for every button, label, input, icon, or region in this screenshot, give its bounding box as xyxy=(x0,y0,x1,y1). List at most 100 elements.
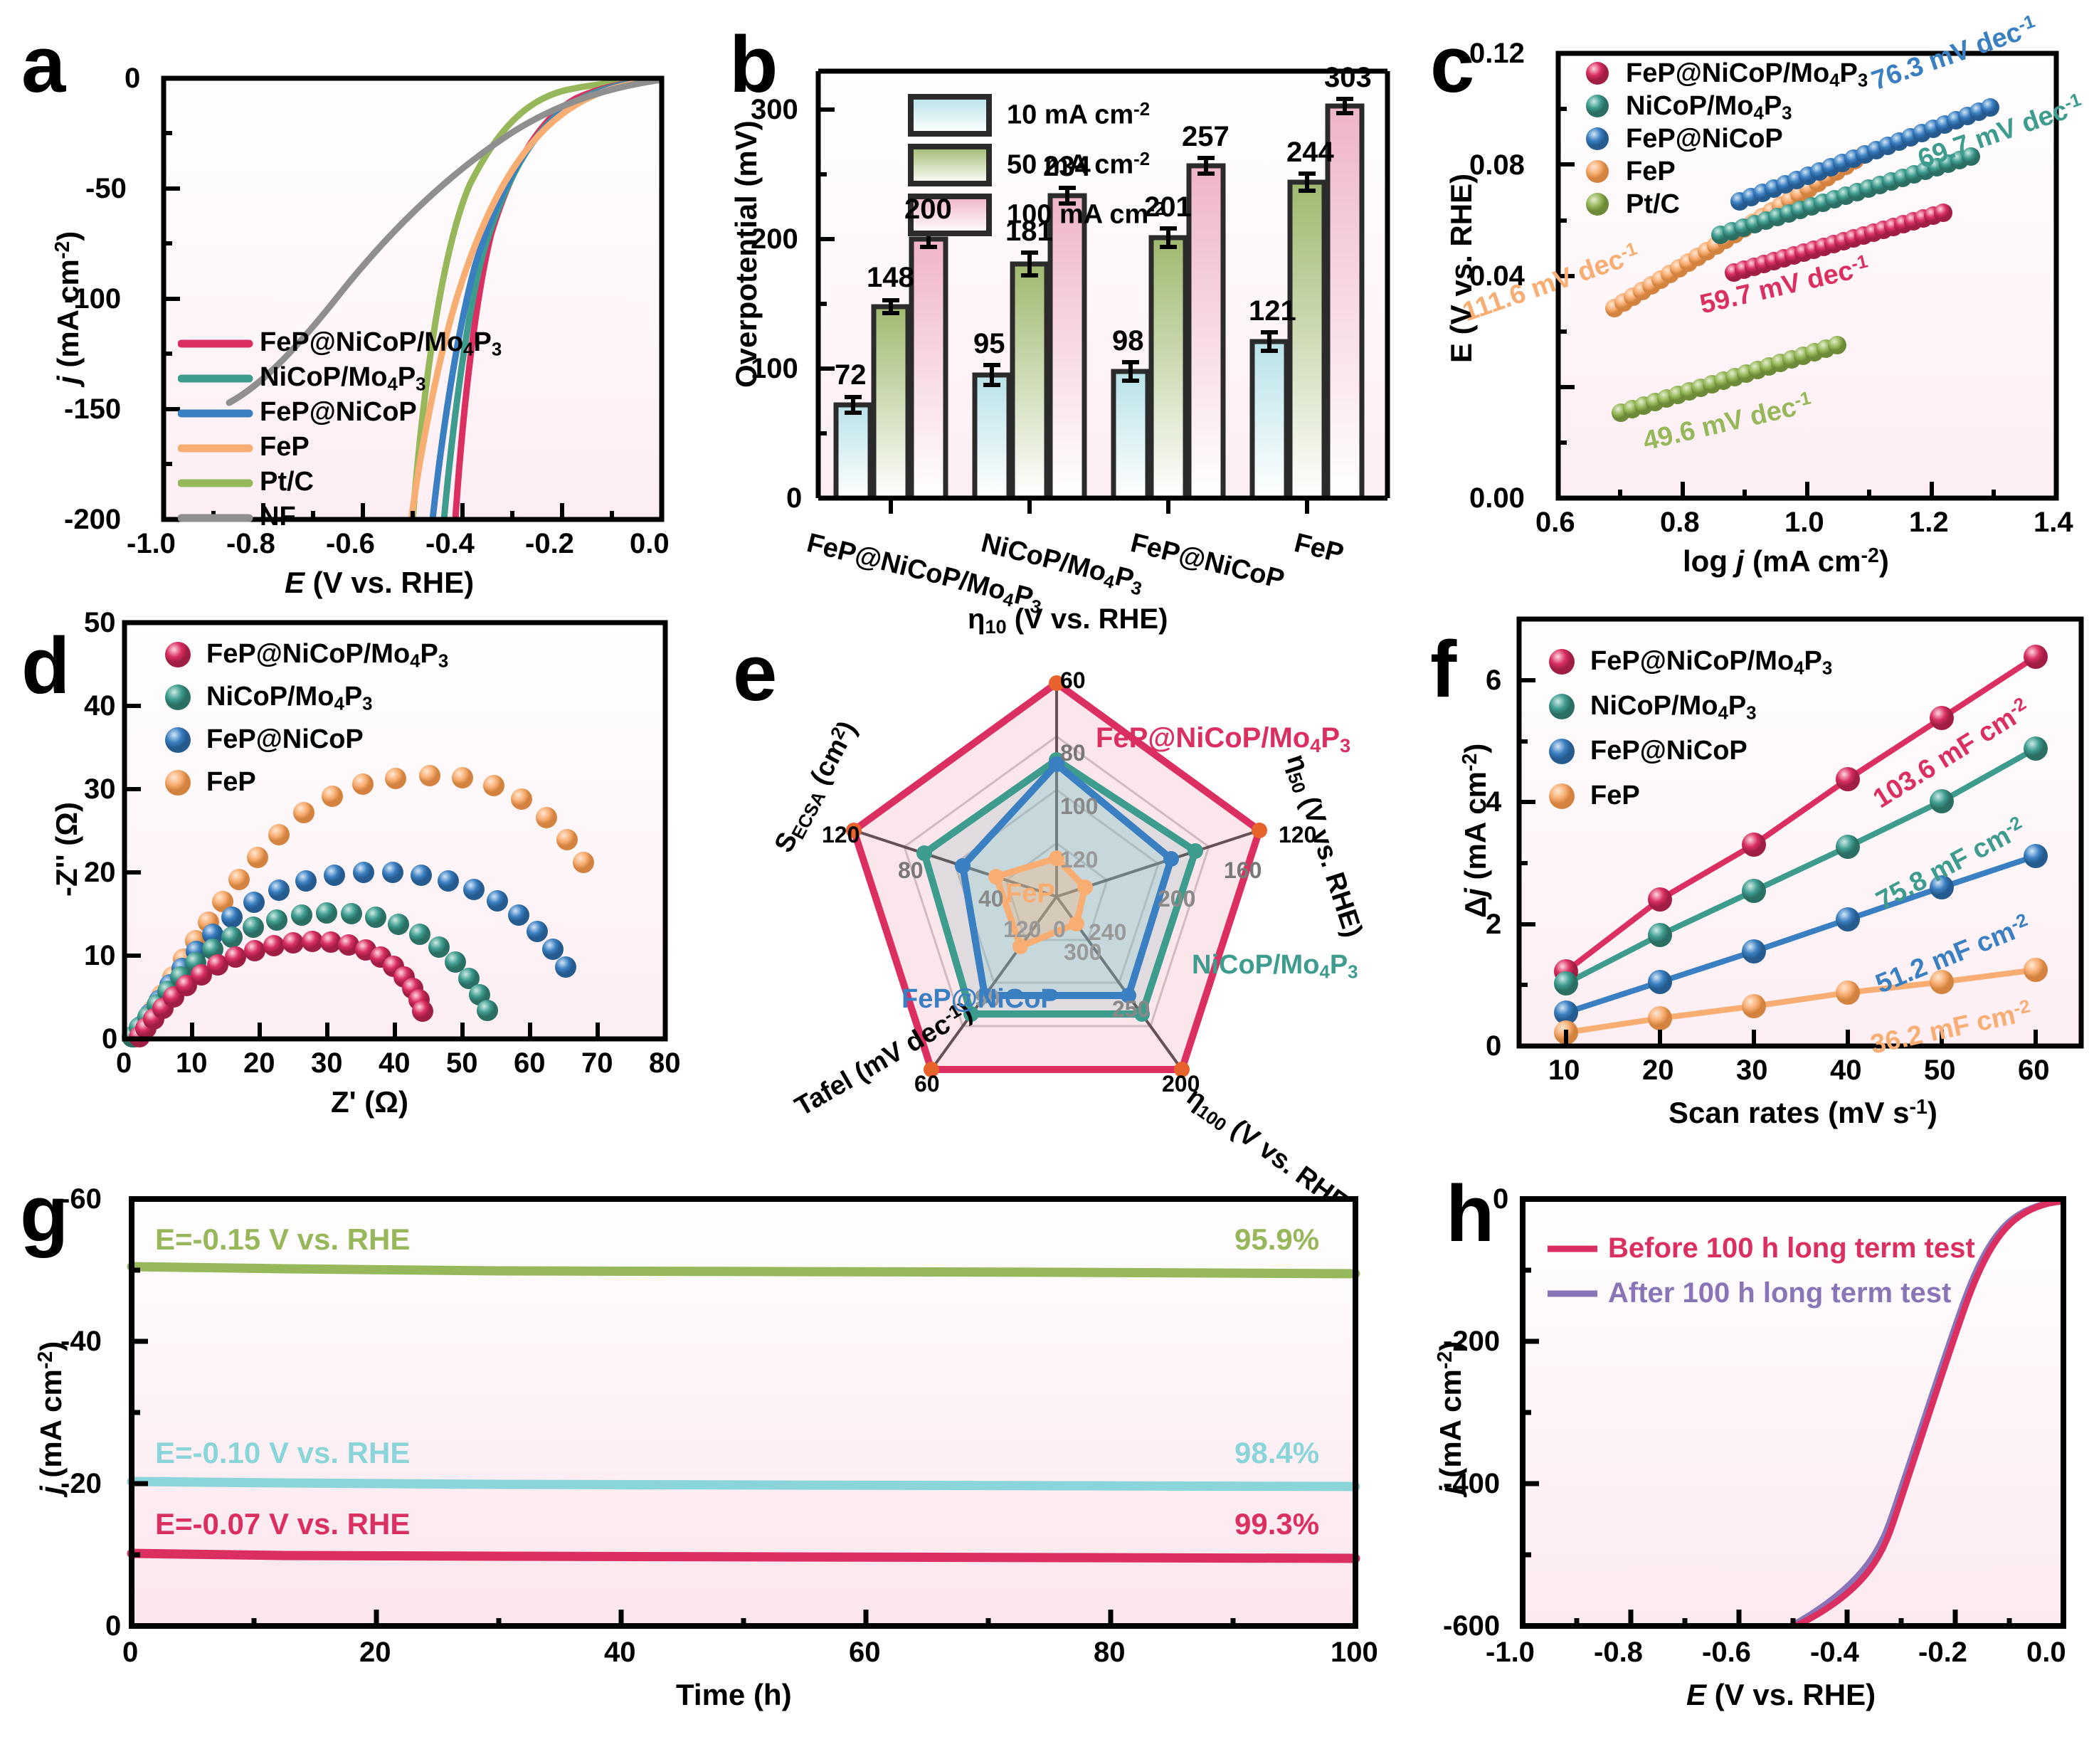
panel-h-yaxis-title: j (mA cm-2) xyxy=(1434,1341,1467,1494)
panel-a-xtick-2: -0.6 xyxy=(326,528,375,559)
panel-d-ytick-5: 50 xyxy=(84,607,116,638)
panel-g-xtick-5: 100 xyxy=(1331,1637,1378,1668)
panel-e-series-label-2: FeP@NiCoP xyxy=(901,984,1059,1014)
panel-b-value-2-1: 201 xyxy=(1144,191,1192,223)
panel-f-ytick-2: 4 xyxy=(1486,786,1502,818)
panel-a: a xyxy=(0,0,697,600)
panel-f-legend-item-1: NiCoP/Mo4P3 xyxy=(1590,691,1757,724)
panel-b-ytick-3: 300 xyxy=(751,94,798,125)
panel-f-legend-item-0: FeP@NiCoP/Mo4P3 xyxy=(1590,646,1833,679)
panel-a-ytick-0: 0 xyxy=(125,63,141,94)
panel-c-legend-item-3: FeP xyxy=(1626,157,1676,186)
panel-a-yaxis-title: j (mA cm-2) xyxy=(51,231,85,384)
panel-f-ytick-0: 0 xyxy=(1486,1030,1502,1062)
panel-h-ytick-0: 0 xyxy=(1493,1183,1509,1215)
panel-f-xtick-5: 60 xyxy=(2018,1055,2050,1086)
panel-d-plot xyxy=(122,620,668,1047)
panel-b-ytick-2: 200 xyxy=(751,223,798,255)
panel-b-value-0-0: 72 xyxy=(835,359,867,391)
panel-g-plot xyxy=(127,1196,1360,1629)
panel-a-legend-item-4: Pt/C xyxy=(260,467,314,497)
panel-c-ytick-0: 0.00 xyxy=(1469,482,1525,514)
panel-e-axis-eta10: η10 (V vs. RHE) xyxy=(968,603,1168,638)
panel-b-ytick-0: 0 xyxy=(786,482,803,514)
panel-g-ytick-2: -20 xyxy=(60,1468,102,1499)
panel-b-label: b xyxy=(729,20,778,109)
panel-f-xaxis-title: Scan rates (mV s-1) xyxy=(1669,1096,1937,1129)
panel-e-tick-eta10-80: 80 xyxy=(1060,740,1086,766)
panel-e-tick-secsa-0: 0 xyxy=(1053,917,1066,942)
panel-b-value-3-2: 303 xyxy=(1324,62,1372,93)
panel-a-legend-item-5: NF xyxy=(260,502,296,532)
panel-a-ytick-2: -100 xyxy=(64,283,122,315)
panel-h-xtick-0: -1.0 xyxy=(1486,1637,1535,1668)
panel-c-plot xyxy=(1555,51,2059,501)
panel-g-trace-label-2: E=-0.07 V vs. RHE xyxy=(155,1507,411,1541)
panel-f: f xyxy=(1416,598,2094,1167)
panel-d-legend-item-0: FeP@NiCoP/Mo4P3 xyxy=(206,639,449,672)
panel-e-tick-eta50-200: 200 xyxy=(1158,886,1196,912)
panel-g-yaxis-title: j (mA cm-2) xyxy=(34,1341,68,1494)
panel-g-trace-label-1: E=-0.10 V vs. RHE xyxy=(155,1436,411,1469)
panel-f-legend-item-2: FeP@NiCoP xyxy=(1590,736,1747,766)
panel-d-ytick-1: 10 xyxy=(84,940,116,971)
panel-g-xtick-2: 40 xyxy=(604,1637,636,1668)
panel-d: d xyxy=(0,598,697,1167)
panel-d-label: d xyxy=(21,621,70,710)
panel-b-plot xyxy=(815,68,1390,514)
panel-d-xtick-1: 10 xyxy=(176,1047,208,1079)
panel-h-xtick-2: -0.6 xyxy=(1702,1637,1751,1668)
panel-e-series-label-0: FeP@NiCoP/Mo4P3 xyxy=(1096,722,1351,756)
panel-h-ytick-3: -600 xyxy=(1443,1610,1501,1642)
panel-f-legend-item-3: FeP xyxy=(1590,781,1640,810)
panel-f-xtick-0: 10 xyxy=(1548,1055,1580,1086)
panel-d-xtick-4: 40 xyxy=(379,1047,411,1079)
panel-f-xtick-2: 30 xyxy=(1736,1055,1768,1086)
panel-e-tick-secsa-120: 120 xyxy=(822,822,860,847)
panel-h-legend-item-1: After 100 h long term test xyxy=(1608,1277,1952,1309)
panel-a-ytick-1: -50 xyxy=(85,173,127,204)
panel-a-xtick-4: -0.2 xyxy=(525,528,574,559)
panel-g-retention-0: 95.9% xyxy=(1234,1222,1320,1256)
panel-a-xtick-3: -0.4 xyxy=(425,528,475,559)
panel-b: b xyxy=(704,0,1416,618)
panel-e-tick-secsa-40: 40 xyxy=(978,886,1004,912)
panel-c-xtick-4: 1.4 xyxy=(2034,507,2073,538)
panel-c-xtick-1: 0.8 xyxy=(1660,507,1700,538)
panel-a-legend-item-1: NiCoP/Mo4P3 xyxy=(260,362,426,395)
panel-a-label: a xyxy=(21,20,66,109)
panel-g-label: g xyxy=(20,1169,69,1258)
panel-b-value-3-1: 244 xyxy=(1286,137,1334,168)
panel-a-xaxis-title: E (V vs. RHE) xyxy=(285,566,475,599)
panel-b-legend-item-2: 100 mA cm-2 xyxy=(1007,199,1165,230)
panel-h-ytick-1: -200 xyxy=(1443,1326,1501,1357)
panel-d-ytick-4: 40 xyxy=(84,690,116,722)
panel-a-plot xyxy=(161,75,665,522)
panel-d-xtick-5: 50 xyxy=(446,1047,478,1079)
panel-h-label: h xyxy=(1446,1169,1495,1258)
panel-b-yaxis-title: Overpotential (mV) xyxy=(729,120,763,388)
panel-f-yaxis-title: Δj (mA cm-2) xyxy=(1459,743,1492,918)
panel-a-legend-swatches xyxy=(178,339,253,522)
panel-a-legend-item-3: FeP xyxy=(260,432,310,462)
panel-d-ytick-2: 20 xyxy=(84,857,116,888)
panel-f-ytick-3: 6 xyxy=(1486,665,1502,696)
panel-d-legend-item-2: FeP@NiCoP xyxy=(206,724,364,754)
panel-b-value-1-2: 234 xyxy=(1043,151,1091,182)
panel-c-legend-item-1: NiCoP/Mo4P3 xyxy=(1626,91,1792,124)
panel-d-xtick-8: 80 xyxy=(649,1047,681,1079)
panel-g-ytick-1: -40 xyxy=(60,1326,102,1357)
panel-b-value-1-0: 95 xyxy=(973,328,1005,359)
panel-h-plot xyxy=(1520,1196,2066,1630)
panel-e-tick-eta10-60: 60 xyxy=(1060,667,1086,693)
panel-g-retention-1: 98.4% xyxy=(1234,1436,1320,1469)
panel-d-xaxis-title: Z' (Ω) xyxy=(331,1085,408,1119)
panel-c-xtick-2: 1.0 xyxy=(1784,507,1824,538)
panel-h-xtick-4: -0.2 xyxy=(1918,1637,1967,1668)
panel-a-xtick-1: -0.8 xyxy=(226,528,275,559)
panel-b-ytick-1: 100 xyxy=(751,353,798,384)
panel-e-tick-eta50-160: 160 xyxy=(1224,857,1262,883)
panel-c-legend-item-0: FeP@NiCoP/Mo4P3 xyxy=(1626,58,1868,91)
panel-e-tick-secsa-80: 80 xyxy=(898,857,924,883)
